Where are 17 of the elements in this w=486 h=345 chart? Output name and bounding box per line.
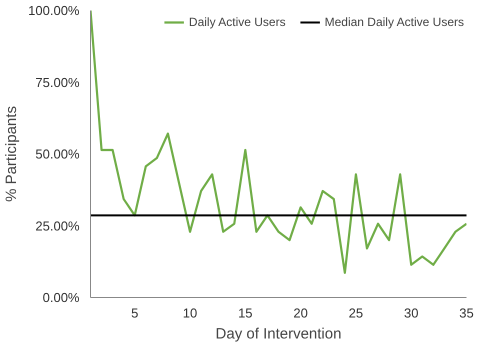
- y-tick-label: 25.00%: [35, 218, 80, 234]
- legend-label: Daily Active Users: [188, 15, 286, 29]
- y-tick-label: 75.00%: [35, 74, 80, 90]
- y-tick-label: 0.00%: [42, 290, 80, 305]
- x-tick-label: 25: [348, 306, 364, 320]
- x-tick-label: 10: [182, 306, 198, 320]
- x-tick-label: 35: [459, 306, 474, 320]
- x-tick-label: 5: [131, 306, 138, 320]
- y-tick-label: 50.00%: [35, 146, 80, 162]
- y-axis-title: % Participants: [3, 106, 20, 202]
- y-tick-label: 100.00%: [28, 3, 80, 18]
- x-axis-title: Day of Intervention: [216, 326, 342, 342]
- legend-label: Median Daily Active Users: [324, 15, 464, 29]
- x-tick-label: 15: [238, 306, 253, 320]
- x-tick-label: 20: [293, 306, 308, 320]
- x-tick-label: 30: [404, 306, 418, 320]
- line-series: [90, 10, 466, 274]
